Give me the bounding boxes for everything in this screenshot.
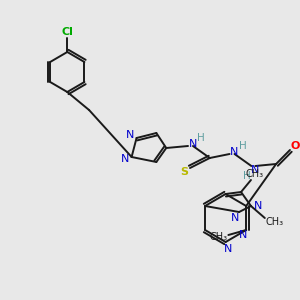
Text: N: N xyxy=(224,244,232,254)
Text: O: O xyxy=(290,141,300,151)
Text: N: N xyxy=(230,147,239,157)
Text: H: H xyxy=(242,171,250,181)
Text: N: N xyxy=(121,154,129,164)
Text: Cl: Cl xyxy=(61,27,73,37)
Text: S: S xyxy=(180,167,188,177)
Text: H: H xyxy=(197,133,205,143)
Text: N: N xyxy=(231,213,239,223)
Text: N: N xyxy=(239,230,248,240)
Text: N: N xyxy=(125,130,134,140)
Text: N: N xyxy=(254,201,262,211)
Text: CH₃: CH₃ xyxy=(266,217,284,227)
Text: N: N xyxy=(251,165,260,175)
Text: H: H xyxy=(238,141,246,151)
Text: CH₃: CH₃ xyxy=(209,232,227,242)
Text: N: N xyxy=(189,139,197,149)
Text: CH₃: CH₃ xyxy=(246,169,264,179)
